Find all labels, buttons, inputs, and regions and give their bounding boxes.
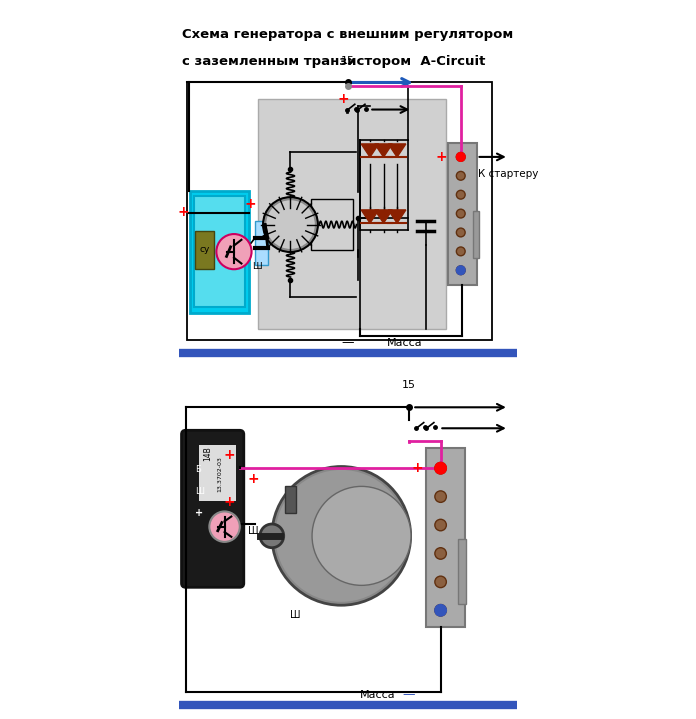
Text: 15: 15 (341, 55, 355, 65)
Circle shape (209, 511, 240, 542)
Polygon shape (361, 144, 379, 157)
Text: +: + (196, 508, 203, 518)
Text: К стартеру: К стартеру (478, 169, 539, 179)
Circle shape (435, 462, 446, 474)
Bar (458, 539, 466, 603)
Polygon shape (374, 144, 393, 157)
Text: —: — (342, 336, 354, 349)
Circle shape (312, 486, 411, 585)
Text: Масса: Масса (387, 338, 422, 348)
Circle shape (265, 199, 316, 250)
Circle shape (435, 519, 446, 531)
Polygon shape (361, 210, 379, 223)
Bar (258, 99, 446, 329)
Text: +: + (337, 92, 349, 106)
Text: +: + (223, 495, 235, 509)
Text: +: + (244, 197, 255, 211)
Circle shape (435, 576, 446, 587)
Circle shape (216, 234, 251, 269)
Text: +: + (223, 448, 235, 462)
Circle shape (435, 462, 446, 474)
Text: +: + (248, 472, 259, 486)
Bar (255, 221, 268, 265)
Text: 13.3702-03: 13.3702-03 (217, 457, 222, 493)
Circle shape (275, 470, 407, 602)
Circle shape (260, 524, 284, 548)
Circle shape (457, 191, 465, 199)
Circle shape (457, 171, 465, 180)
FancyBboxPatch shape (182, 430, 244, 587)
Circle shape (457, 266, 465, 275)
Bar (187, 83, 492, 339)
Text: +: + (435, 150, 447, 164)
Text: Ш: Ш (196, 487, 205, 496)
Bar (195, 232, 214, 269)
Text: 15: 15 (402, 380, 416, 390)
Bar (190, 191, 249, 313)
Text: Б: Б (196, 464, 201, 474)
Bar (426, 448, 465, 627)
Bar (194, 196, 245, 308)
Circle shape (457, 266, 465, 275)
Text: +: + (177, 206, 189, 219)
Text: Ш: Ш (248, 526, 258, 536)
Polygon shape (388, 210, 406, 223)
Bar (311, 199, 353, 250)
Polygon shape (388, 144, 406, 157)
Bar (199, 445, 237, 501)
Text: с заземленным транзистором  A-Circuit: с заземленным транзистором A-Circuit (182, 55, 486, 68)
Text: Ш: Ш (290, 610, 301, 620)
Text: су: су (199, 245, 209, 255)
Text: —: — (402, 688, 415, 702)
Circle shape (435, 605, 446, 616)
Circle shape (435, 605, 446, 616)
Text: 14В: 14В (203, 446, 212, 461)
Circle shape (272, 467, 411, 605)
Text: +: + (411, 461, 423, 475)
Text: Ш: Ш (253, 262, 262, 271)
Circle shape (435, 548, 446, 559)
Circle shape (457, 209, 465, 218)
Circle shape (263, 198, 317, 252)
Circle shape (457, 228, 465, 237)
Circle shape (457, 152, 465, 161)
Text: Масса: Масса (360, 690, 395, 700)
Bar (285, 486, 296, 513)
Bar (473, 211, 480, 258)
Circle shape (435, 491, 446, 503)
Polygon shape (374, 210, 393, 223)
Bar (448, 143, 477, 285)
Text: Схема генератора с внешним регулятором: Схема генератора с внешним регулятором (182, 28, 514, 41)
Circle shape (457, 247, 465, 256)
Circle shape (457, 152, 465, 161)
